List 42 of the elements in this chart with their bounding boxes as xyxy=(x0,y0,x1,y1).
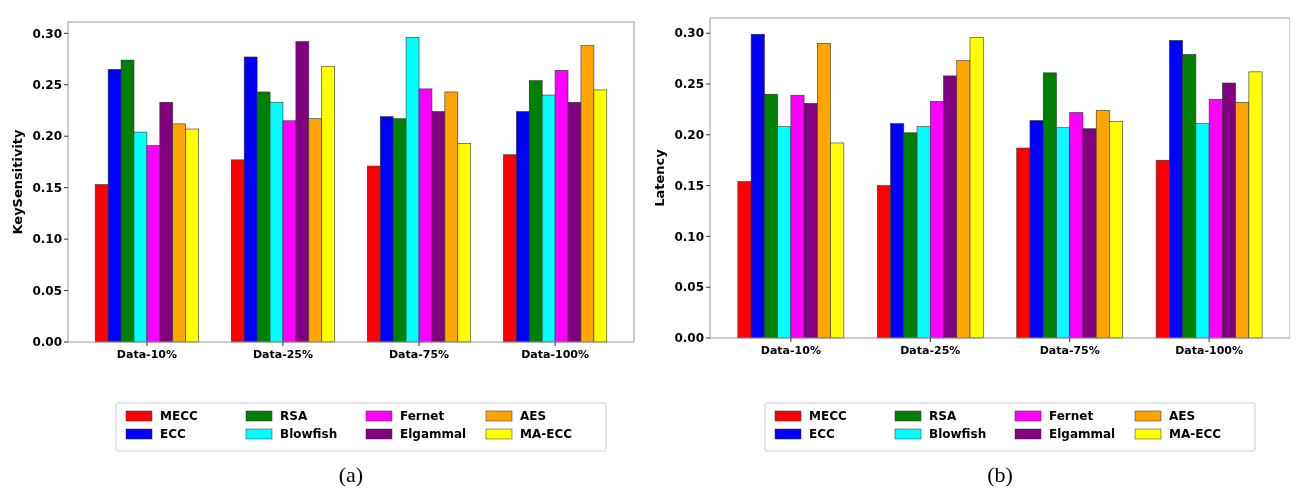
x-tick-label: Data-100% xyxy=(1175,344,1244,357)
text: (a) xyxy=(338,462,364,487)
legend-label: Elgammal xyxy=(1049,427,1116,442)
legend-label: AES xyxy=(1169,409,1196,424)
legend-label: RSA xyxy=(929,409,957,424)
legend-label: Blowfish xyxy=(929,427,987,442)
y-tick-label: 0.30 xyxy=(674,26,704,41)
y-tick-label: 0.15 xyxy=(674,178,704,193)
legend-label: Elgammal xyxy=(400,427,467,442)
legend-label: RSA xyxy=(280,409,308,424)
y-tick-label: 0.20 xyxy=(32,129,62,144)
y-tick-label: 0.10 xyxy=(32,232,62,247)
legend-label: Fernet xyxy=(400,409,445,424)
y-tick-label: 0.15 xyxy=(32,180,62,195)
legend-label: AES xyxy=(520,409,547,424)
legend-label: MECC xyxy=(160,409,198,424)
y-tick-label: 0.20 xyxy=(674,128,704,143)
x-tick-label: Data-25% xyxy=(252,348,314,361)
x-tick-label: Data-75% xyxy=(1039,344,1100,357)
y-tick-label: 0.00 xyxy=(674,331,704,346)
y-axis-title: Latency xyxy=(652,148,667,207)
y-tick-label: 0.25 xyxy=(32,77,62,92)
x-tick-label: Data-10% xyxy=(116,348,177,361)
y-tick-label: 0.10 xyxy=(674,229,704,244)
legend-label: MECC xyxy=(809,409,847,424)
x-tick-label: Data-100% xyxy=(521,348,589,361)
y-tick-label: 0.05 xyxy=(32,283,62,298)
legend-label: MA-ECC xyxy=(520,427,573,442)
y-tick-label: 0.00 xyxy=(32,335,62,350)
x-tick-label: Data-75% xyxy=(388,348,450,361)
legend-label: ECC xyxy=(160,427,186,442)
y-tick-label: 0.30 xyxy=(32,26,62,41)
x-tick-label: Data-10% xyxy=(760,344,821,357)
y-axis-title: KeySensitivity xyxy=(10,128,25,235)
text: (b) xyxy=(987,462,1013,487)
legend-label: Fernet xyxy=(1049,409,1094,424)
legend-label: Blowfish xyxy=(280,427,338,442)
legend-label: ECC xyxy=(809,427,835,442)
y-tick-label: 0.05 xyxy=(674,280,704,295)
legend-label: MA-ECC xyxy=(1169,427,1222,442)
y-tick-label: 0.25 xyxy=(674,77,704,92)
x-tick-label: Data-25% xyxy=(900,344,961,357)
